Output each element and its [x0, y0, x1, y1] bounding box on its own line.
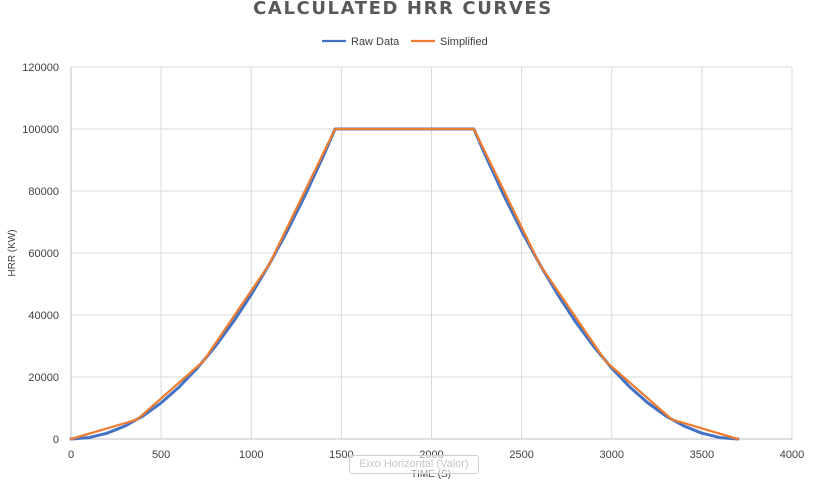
legend-label: Raw Data [351, 36, 400, 48]
x-tick-label-1: 500 [152, 449, 170, 461]
x-tick-label-3: 1500 [329, 449, 353, 461]
y-tick-label-1: 20000 [28, 372, 59, 384]
y-tick-label-4: 80000 [28, 186, 59, 198]
x-tick-label-8: 4000 [780, 449, 804, 461]
x-tick-label-0: 0 [68, 449, 74, 461]
axis-title-tooltip: Eixo Horizontal (Valor) [349, 455, 479, 474]
axis-title-tooltip-text: Eixo Horizontal (Valor) [359, 458, 469, 470]
y-tick-label-2: 40000 [28, 310, 59, 322]
legend[interactable]: Raw Data Simplified [322, 36, 488, 48]
legend-label: Simplified [440, 36, 488, 48]
series-lines [69, 127, 740, 441]
x-tick-label-2: 1000 [239, 449, 263, 461]
chart-title: CALCULATED HRR CURVES [253, 0, 553, 19]
series-line-raw-data[interactable] [69, 127, 740, 441]
x-tick-label-6: 3000 [600, 449, 624, 461]
y-tick-label-0: 0 [53, 434, 59, 446]
series-line-simplified[interactable] [69, 127, 740, 441]
y-tick-label-3: 60000 [28, 248, 59, 260]
x-tick-label-7: 3500 [690, 449, 714, 461]
x-tick-label-5: 2500 [509, 449, 533, 461]
legend-item-raw-data[interactable]: Raw Data [322, 36, 400, 48]
axes: 0 20000 40000 60000 80000 100000 120000 0 500 100… [22, 62, 804, 461]
y-tick-label-5: 100000 [22, 124, 59, 136]
y-tick-label-6: 120000 [22, 62, 59, 74]
legend-item-simplified[interactable]: Simplified [411, 36, 488, 48]
x-axis-label: TIME (S) [411, 469, 451, 480]
y-axis-label: HRR (KW) [7, 229, 18, 276]
